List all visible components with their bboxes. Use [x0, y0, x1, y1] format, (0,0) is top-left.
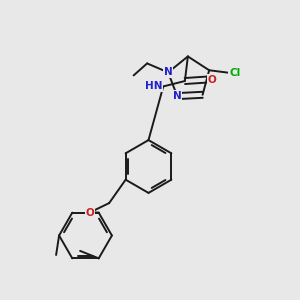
Text: N: N — [173, 91, 182, 101]
Text: N: N — [164, 68, 172, 77]
Text: O: O — [85, 208, 94, 218]
Text: O: O — [208, 74, 216, 85]
Text: Cl: Cl — [229, 68, 240, 78]
Text: HN: HN — [145, 81, 162, 92]
